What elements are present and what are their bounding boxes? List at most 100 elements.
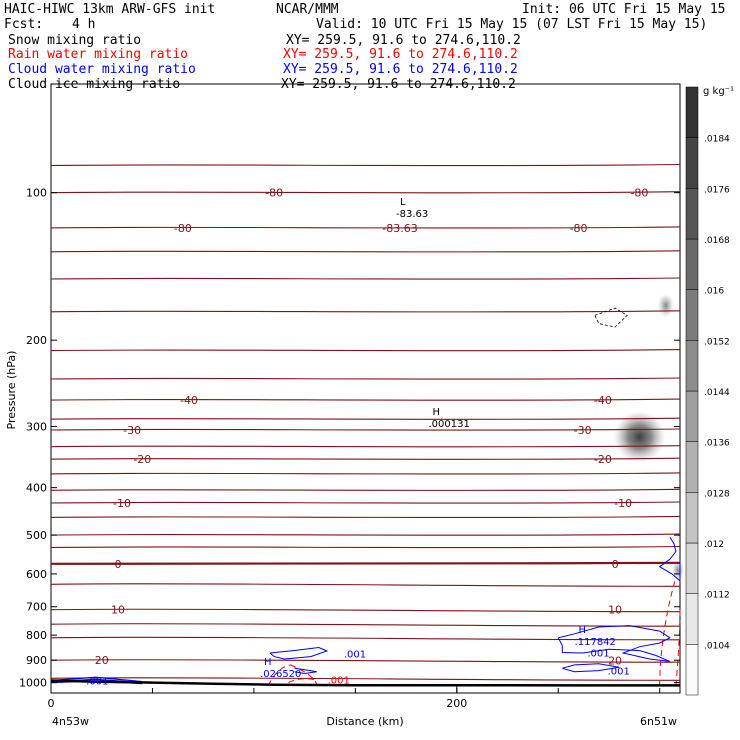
colorbar-bin (685, 289, 699, 341)
colorbar-tick-label: .0176 (704, 185, 730, 195)
rain-water-contours (267, 577, 681, 687)
isotherm-label: -80 (630, 187, 648, 200)
contour-level-label: .001 (86, 676, 108, 687)
isotherm-label: -80 (570, 222, 588, 235)
isotherm-line (50, 310, 681, 313)
isotherm-label: -30 (574, 424, 592, 437)
isotherm-line (50, 623, 681, 627)
isotherm-line (50, 377, 681, 380)
isotherm-line (50, 677, 681, 681)
rain-contour (675, 606, 681, 686)
extremum-value: .026520 (260, 669, 301, 680)
isotherm-label: -20 (133, 453, 151, 466)
rain-contour (290, 664, 318, 685)
y-tick-label: 600 (26, 568, 47, 581)
colorbar-tick-label: .0128 (704, 489, 730, 499)
isotherm-line (50, 277, 681, 280)
y-tick-label: 700 (26, 601, 47, 614)
isotherm-line (50, 191, 681, 194)
isotherm-label: 10 (608, 604, 622, 617)
isotherm-line (50, 398, 681, 401)
isotherm-line (50, 349, 681, 352)
extremum-h-marker: H (264, 657, 272, 668)
isotherm-line (50, 250, 681, 253)
field-rain-name: Rain water mixing ratio (8, 47, 188, 62)
isotherm-line (50, 428, 681, 431)
colorbar-bin (685, 644, 699, 696)
y-tick-label: 900 (26, 654, 47, 667)
colorbar-tick-label: .0184 (704, 135, 730, 145)
colorbar-bin (685, 340, 699, 392)
isotherm-line (50, 457, 681, 460)
isotherm-label: -40 (594, 394, 612, 407)
isotherm-line (50, 515, 681, 519)
isotherm-label: -83.63 (382, 222, 417, 235)
y-tick-label: 200 (26, 334, 47, 347)
isotherm-line (50, 545, 681, 549)
plot-frame (50, 83, 681, 694)
y-tick-label: 300 (26, 420, 47, 433)
colorbar-unit: g kg⁻¹ (703, 86, 734, 97)
title-center: NCAR/MMM (276, 2, 339, 17)
y-axis-label: Pressure (hPa) (5, 351, 18, 430)
endpoint-left: 4n53w (52, 715, 89, 728)
isotherm-line (50, 583, 681, 587)
y-tick-label: 100 (26, 187, 47, 200)
colorbar-bin (685, 441, 699, 493)
contour-level-label: .001 (587, 648, 609, 659)
fcst-label: Fcst: (4, 17, 43, 32)
extremum-h-marker: H (432, 407, 440, 418)
isotherm-line (50, 445, 681, 448)
y-tick-label: 500 (26, 529, 47, 542)
cloud-water-contour (294, 667, 317, 675)
field-snow-xy: XY= 259.5, 91.6 to 274.6,110.2 (286, 33, 521, 48)
colorbar-tick-label: .0104 (704, 641, 730, 651)
contour-annotations: L-83.63H.000131H.117842H.026520.001.001.… (86, 197, 630, 688)
snow-low-blob (671, 560, 684, 581)
colorbar: g kg⁻¹ .0104 .0112 .012 .0128 .0136 .0144 .015… (685, 86, 734, 696)
isotherm-line (50, 472, 681, 475)
extremum-value: -83.63 (396, 209, 428, 220)
colorbar-tick-label: .0152 (704, 337, 730, 347)
colorbar-tick-label: .0136 (704, 439, 730, 449)
isotherm-label: 20 (95, 654, 109, 667)
field-cloudwater-xy: XY= 259.5, 91.6 to 274.6,110.2 (283, 62, 518, 77)
x-axis: 0 200 (48, 684, 661, 710)
cloud-water-contour (562, 663, 620, 673)
extremum-h-marker: H (579, 625, 587, 636)
x-tick-label: 200 (446, 697, 467, 710)
isotherm-line (50, 608, 681, 613)
temperature-isotherms: -80 -80 -40 -30 -20 -10 0 10 20 -83.63 -80 -40 -30 -2… (50, 163, 681, 681)
endpoint-right: 6n51w (640, 715, 677, 728)
cloud-water-contour (557, 625, 671, 662)
snow-secondary-blob (657, 293, 674, 318)
contour-level-label: .001 (608, 667, 630, 678)
y-tick-label: 1000 (19, 677, 47, 690)
header: HAIC-HIWC 13km ARW-GFS init NCAR/MMM Ini… (4, 2, 726, 92)
cloud-ice-contour (594, 307, 628, 328)
y-tick-label: 400 (26, 482, 47, 495)
isotherm-label: -20 (594, 453, 612, 466)
isotherm-label: -30 (123, 424, 141, 437)
extremum-value: .117842 (575, 637, 616, 648)
isotherm-label: -80 (174, 222, 192, 235)
init-time: Init: 06 UTC Fri 15 May 15 (522, 2, 726, 17)
isotherm-line (50, 163, 681, 167)
isotherm-line (50, 488, 681, 492)
x-tick-label: 0 (48, 697, 55, 710)
fcst-value: 4 h (72, 17, 95, 32)
isotherm-label: 0 (114, 558, 121, 571)
colorbar-bin (685, 542, 699, 594)
colorbar-tick-label: .0168 (704, 236, 730, 246)
isotherm-label: -10 (614, 497, 632, 510)
cloud-water-contour (669, 537, 677, 560)
y-tick-label: 800 (26, 629, 47, 642)
terrain-surface-line (50, 679, 680, 687)
colorbar-bin (685, 188, 699, 240)
isotherm-line (50, 659, 681, 663)
title-left: HAIC-HIWC 13km ARW-GFS init (4, 2, 215, 17)
isotherm-label: 20 (608, 655, 622, 668)
contour-level-label: .001 (328, 675, 350, 686)
